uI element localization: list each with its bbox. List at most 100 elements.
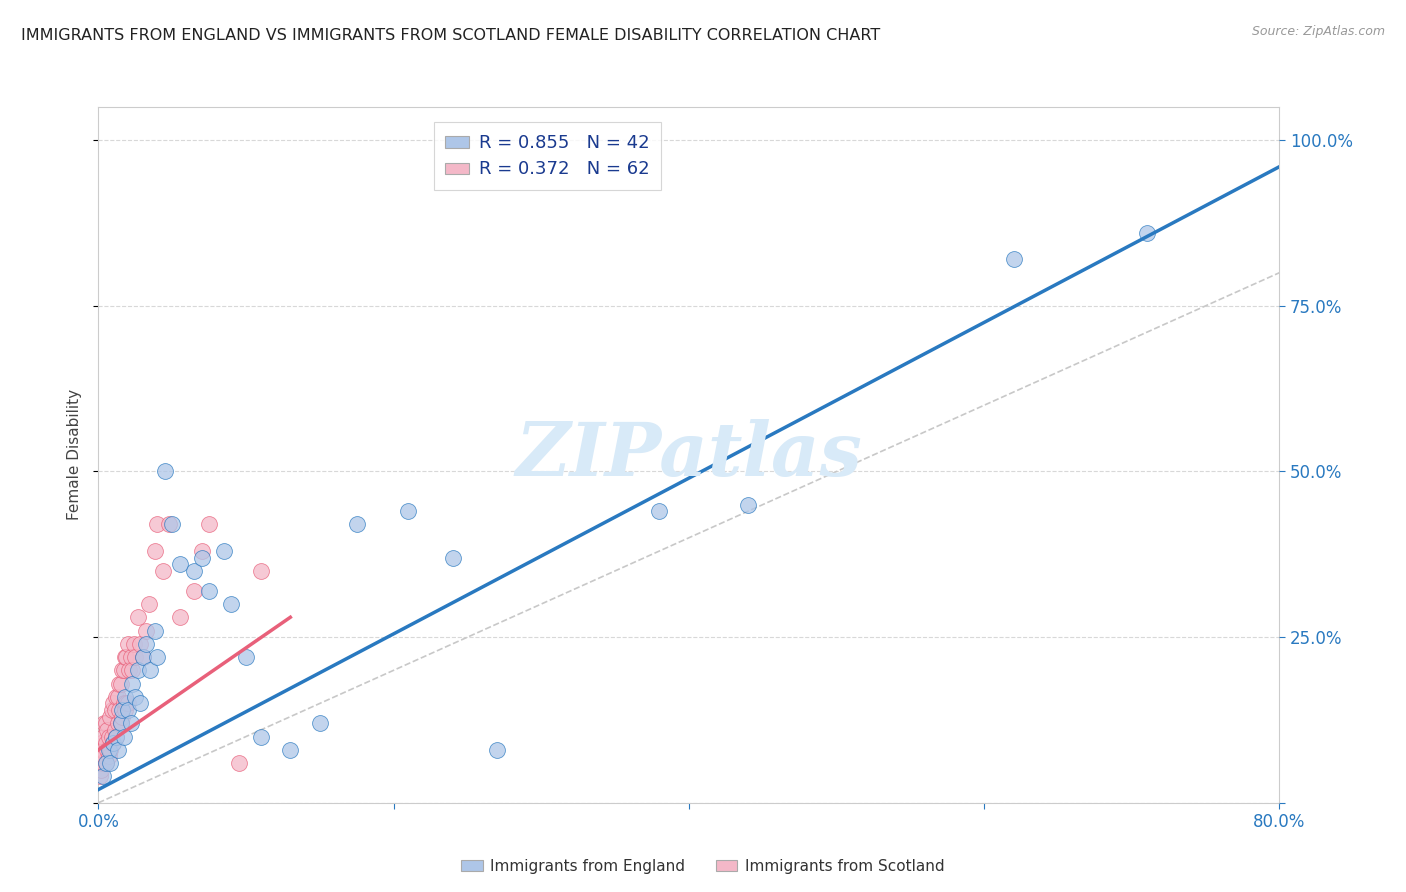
Point <box>103 697 125 711</box>
Point <box>250 730 273 744</box>
Point <box>146 650 169 665</box>
Point <box>1135 226 1157 240</box>
Point <box>183 564 205 578</box>
Point <box>121 663 143 677</box>
Point <box>143 544 166 558</box>
Point <box>114 650 136 665</box>
Point <box>108 703 131 717</box>
Point <box>91 769 114 783</box>
Point <box>107 716 129 731</box>
Point <box>124 690 146 704</box>
Point <box>157 517 180 532</box>
Point <box>111 703 134 717</box>
Point <box>121 676 143 690</box>
Point <box>346 517 368 532</box>
Point <box>309 716 332 731</box>
Point <box>135 637 157 651</box>
Point <box>127 663 149 677</box>
Point <box>105 730 128 744</box>
Point <box>128 637 150 651</box>
Point <box>250 564 273 578</box>
Text: IMMIGRANTS FROM ENGLAND VS IMMIGRANTS FROM SCOTLAND FEMALE DISABILITY CORRELATIO: IMMIGRANTS FROM ENGLAND VS IMMIGRANTS FR… <box>21 29 880 43</box>
Point <box>228 756 250 770</box>
Y-axis label: Female Disability: Female Disability <box>67 389 83 521</box>
Point <box>114 703 136 717</box>
Point <box>127 610 149 624</box>
Point <box>100 703 122 717</box>
Point <box>111 709 134 723</box>
Point <box>152 564 174 578</box>
Point <box>98 743 121 757</box>
Point <box>132 650 155 665</box>
Point <box>143 624 166 638</box>
Point <box>122 637 145 651</box>
Point <box>96 743 118 757</box>
Point <box>100 730 122 744</box>
Point <box>135 624 157 638</box>
Point <box>235 650 257 665</box>
Point <box>91 730 114 744</box>
Point <box>105 730 128 744</box>
Point <box>90 763 112 777</box>
Point <box>120 650 142 665</box>
Point <box>105 690 128 704</box>
Point <box>737 498 759 512</box>
Point <box>107 743 129 757</box>
Point <box>94 736 117 750</box>
Text: ZIPatlas: ZIPatlas <box>516 418 862 491</box>
Point <box>396 504 419 518</box>
Point <box>108 676 131 690</box>
Point <box>93 716 115 731</box>
Point <box>91 756 114 770</box>
Point <box>278 743 302 757</box>
Point <box>191 550 214 565</box>
Point <box>89 756 111 770</box>
Point <box>139 663 162 677</box>
Point <box>117 637 139 651</box>
Point <box>110 716 132 731</box>
Point <box>153 465 176 479</box>
Point <box>212 544 235 558</box>
Point <box>138 597 160 611</box>
Legend: Immigrants from England, Immigrants from Scotland: Immigrants from England, Immigrants from… <box>456 853 950 880</box>
Point <box>169 558 191 572</box>
Point <box>115 650 138 665</box>
Point <box>132 650 155 665</box>
Point <box>117 703 139 717</box>
Text: Source: ZipAtlas.com: Source: ZipAtlas.com <box>1251 25 1385 37</box>
Point <box>128 697 150 711</box>
Point <box>90 736 112 750</box>
Point <box>112 730 135 744</box>
Point <box>110 716 132 731</box>
Point <box>441 550 464 565</box>
Point <box>648 504 671 518</box>
Point <box>486 743 509 757</box>
Point <box>97 749 120 764</box>
Point <box>93 749 115 764</box>
Point <box>162 517 183 532</box>
Point <box>94 756 117 770</box>
Legend: R = 0.855   N = 42, R = 0.372   N = 62: R = 0.855 N = 42, R = 0.372 N = 62 <box>433 122 661 190</box>
Point <box>98 756 121 770</box>
Point <box>191 544 214 558</box>
Point <box>103 736 125 750</box>
Point <box>110 676 132 690</box>
Point <box>97 730 120 744</box>
Point <box>198 517 221 532</box>
Point <box>103 736 125 750</box>
Point <box>94 716 117 731</box>
Point <box>183 583 205 598</box>
Point <box>124 650 146 665</box>
Point <box>97 743 120 757</box>
Point <box>111 663 134 677</box>
Point <box>96 723 118 737</box>
Point <box>89 769 111 783</box>
Point <box>120 716 142 731</box>
Point <box>104 723 127 737</box>
Point <box>107 690 129 704</box>
Point <box>115 697 138 711</box>
Point <box>112 697 135 711</box>
Point <box>104 703 127 717</box>
Point <box>169 610 191 624</box>
Point <box>198 583 221 598</box>
